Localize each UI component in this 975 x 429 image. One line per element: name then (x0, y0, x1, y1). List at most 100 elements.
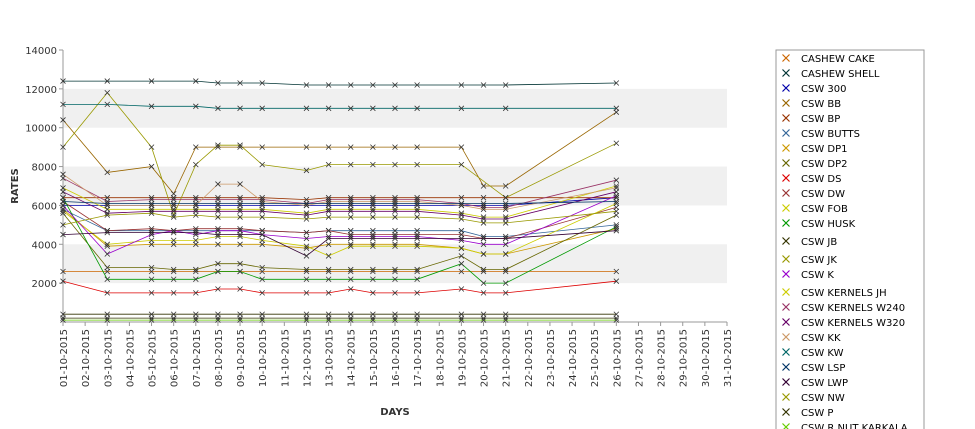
data-point (60, 210, 66, 216)
y-tick-label: 8000 (32, 163, 57, 174)
legend-marker (782, 84, 790, 92)
legend-label: CSW LSP (801, 363, 845, 374)
y-tick-label: 6000 (32, 201, 57, 212)
data-point (215, 181, 221, 187)
legend-item: CSW JK (782, 255, 837, 266)
data-point (347, 208, 354, 215)
legend-item: CSW HUSK (782, 219, 856, 230)
legend-label: CSW FOB (801, 204, 848, 215)
data-point (259, 231, 265, 238)
data-point (259, 276, 265, 283)
legend-label: CSW DW (801, 189, 845, 200)
data-point (215, 214, 221, 220)
legend-marker (782, 159, 790, 167)
data-point (370, 82, 376, 88)
legend-label: CSW KK (801, 333, 841, 344)
data-point (237, 80, 243, 86)
data-point (148, 237, 155, 244)
data-point (414, 214, 420, 220)
series-csw-dp2 (60, 210, 620, 273)
legend-label: CASHEW SHELL (801, 69, 880, 80)
data-point (370, 235, 376, 242)
data-point (148, 229, 155, 236)
plot-bands (63, 88, 727, 284)
data-point (215, 268, 221, 275)
data-point (458, 216, 465, 222)
y-tick-label: 2000 (32, 279, 57, 290)
legend-label: CSW KERNELS W240 (801, 303, 905, 314)
legend: CASHEW CAKE CASHEW SHELL CSW 300 CSW BB CSW … (775, 49, 925, 429)
data-point (502, 266, 509, 273)
data-point (104, 317, 111, 323)
series-cashew-shell (60, 78, 620, 88)
data-point (60, 144, 66, 150)
data-point (259, 144, 265, 150)
data-point (215, 80, 221, 86)
data-point (458, 253, 465, 259)
legend-marker (782, 204, 790, 212)
data-point (392, 208, 398, 215)
y-tick-label: 10000 (25, 124, 57, 135)
legend-label: CSW 300 (801, 84, 846, 95)
series-csw-jb (60, 311, 620, 318)
data-point (303, 105, 310, 112)
legend-marker (782, 393, 790, 401)
legend-marker (782, 237, 790, 245)
data-point (480, 194, 487, 201)
data-point (170, 214, 177, 220)
data-point (502, 200, 509, 207)
data-point (60, 208, 66, 215)
legend-item: CSW K (782, 270, 834, 281)
data-point (104, 290, 111, 296)
x-tick-label: 09-10-2015 (236, 329, 247, 387)
series-line (62, 280, 617, 294)
series-line (62, 201, 617, 204)
data-point (325, 253, 332, 259)
data-point (104, 78, 111, 84)
legend-item: CASHEW CAKE (782, 54, 875, 65)
data-point (347, 200, 354, 207)
data-point (502, 220, 509, 226)
data-point (392, 105, 398, 112)
x-tick-label: 04-10-2015 (125, 329, 136, 387)
data-point (104, 212, 111, 218)
data-point (480, 220, 487, 226)
data-point (237, 208, 243, 215)
data-point (502, 183, 509, 189)
data-point (502, 206, 509, 213)
legend-item: CASHEW SHELL (782, 69, 880, 80)
data-point (60, 171, 66, 178)
data-point (215, 260, 221, 267)
data-point (237, 142, 243, 148)
data-point (502, 241, 509, 248)
data-point (148, 163, 155, 170)
legend-item: CSW DP1 (782, 144, 848, 155)
data-point (502, 105, 509, 112)
legend-label: CSW K (801, 270, 834, 281)
x-tick-label: 03-10-2015 (103, 329, 114, 387)
data-point (325, 200, 332, 207)
series-line (62, 230, 617, 257)
data-point (325, 227, 332, 234)
legend-label: CSW KERNELS W320 (801, 318, 905, 329)
data-point (392, 214, 398, 220)
data-point (414, 235, 420, 242)
data-point (458, 235, 465, 242)
data-point (60, 278, 66, 284)
data-point (370, 317, 376, 323)
legend-item: CSW KERNELS JH (782, 288, 887, 299)
legend-marker (782, 408, 790, 416)
data-point (303, 235, 310, 242)
data-point (148, 317, 155, 323)
data-point (60, 198, 66, 205)
data-point (480, 280, 487, 286)
data-point (148, 78, 155, 84)
data-point (303, 144, 310, 150)
data-point (414, 317, 420, 323)
legend-item: CSW JB (782, 237, 837, 248)
x-tick-label: 29-10-2015 (679, 329, 690, 387)
series-line (63, 104, 617, 109)
data-point (60, 222, 66, 228)
legend-marker (782, 129, 790, 137)
